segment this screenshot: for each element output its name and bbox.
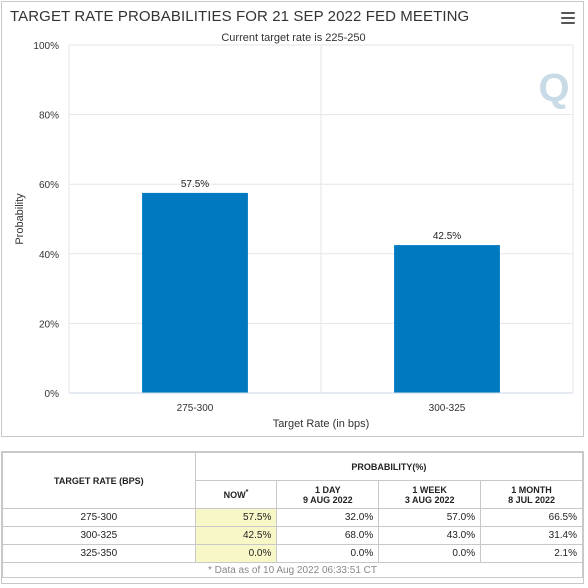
table-row: 275-300 57.5% 32.0% 57.0% 66.5% (2, 508, 583, 527)
table-cell-rate: 275-300 (2, 508, 196, 527)
col-header-1week: 1 WEEK 3 AUG 2022 (378, 480, 482, 509)
bar (142, 192, 248, 393)
chart-panel: TARGET RATE PROBABILITIES FOR 21 SEP 202… (1, 1, 584, 437)
table-cell-1day: 32.0% (276, 508, 380, 527)
table-cell-rate: 300-325 (2, 526, 196, 545)
y-tick-label: 80% (39, 111, 59, 122)
col-header-now: NOW* (194, 480, 278, 509)
table-cell-1week: 0.0% (378, 544, 482, 563)
table-cell-now: 57.5% (194, 508, 278, 527)
col-header-1month: 1 MONTH 8 JUL 2022 (480, 480, 583, 509)
x-tick-label: 300-325 (429, 403, 466, 414)
chart-menu-icon[interactable] (561, 12, 575, 24)
col-header-1week-date: 3 AUG 2022 (404, 494, 455, 505)
table-cell-1month: 2.1% (480, 544, 583, 563)
y-tick-label: 20% (39, 319, 59, 330)
y-tick-label: 40% (39, 250, 59, 261)
col-header-now-sup: * (245, 489, 249, 496)
table-cell-1week: 43.0% (378, 526, 482, 545)
chart-title: TARGET RATE PROBABILITIES FOR 21 SEP 202… (10, 8, 470, 25)
col-header-1week-label: 1 WEEK (412, 484, 447, 495)
bar-chart: 0% 20% 40% 60% 80% 100% Q 57.5% 275-300 42.5% 300-… (14, 41, 574, 430)
col-header-1day: 1 DAY 9 AUG 2022 (276, 480, 380, 509)
data-label: 42.5% (433, 231, 461, 242)
footnote-row: * Data as of 10 Aug 2022 06:33:51 CT (2, 562, 583, 578)
col-header-1day-label: 1 DAY (314, 484, 341, 495)
probability-table: TARGET RATE (BPS) PROBABILITY(%) NOW* 1 … (2, 452, 584, 578)
table-cell-1month: 66.5% (480, 508, 583, 527)
col-header-1month-date: 8 JUL 2022 (508, 494, 555, 505)
col-header-1month-label: 1 MONTH (511, 484, 552, 495)
table-cell-1week: 57.0% (378, 508, 482, 527)
table-cell-now: 42.5% (194, 526, 278, 545)
header-target-rate: TARGET RATE (BPS) (2, 452, 196, 509)
bar (394, 245, 500, 393)
chart-subtitle: Current target rate is 225-250 (221, 32, 366, 44)
table-cell-1month: 31.4% (480, 526, 583, 545)
data-label: 57.5% (181, 179, 209, 190)
table-cell-1day: 68.0% (276, 526, 380, 545)
table-cell-now: 0.0% (194, 544, 278, 563)
x-tick-label: 275-300 (177, 403, 214, 414)
col-header-now-label: NOW (223, 490, 246, 500)
y-tick-label: 0% (45, 389, 60, 400)
probability-table-panel: TARGET RATE (BPS) PROBABILITY(%) NOW* 1 … (1, 451, 584, 584)
table-cell-rate: 325-350 (2, 544, 196, 563)
col-header-1day-date: 9 AUG 2022 (302, 494, 353, 505)
x-axis-title: Target Rate (in bps) (273, 418, 370, 430)
y-tick-label: 100% (33, 41, 59, 52)
footnote: * Data as of 10 Aug 2022 06:33:51 CT (2, 562, 583, 578)
y-axis-title: Probability (14, 193, 26, 245)
y-tick-label: 60% (39, 180, 59, 191)
table-row: 300-325 42.5% 68.0% 43.0% 31.4% (2, 526, 583, 545)
watermark-logo-icon: Q (538, 66, 569, 110)
table-row: 325-350 0.0% 0.0% 0.0% 2.1% (2, 544, 583, 563)
header-probability: PROBABILITY(%) (194, 452, 584, 481)
table-cell-1day: 0.0% (276, 544, 380, 563)
